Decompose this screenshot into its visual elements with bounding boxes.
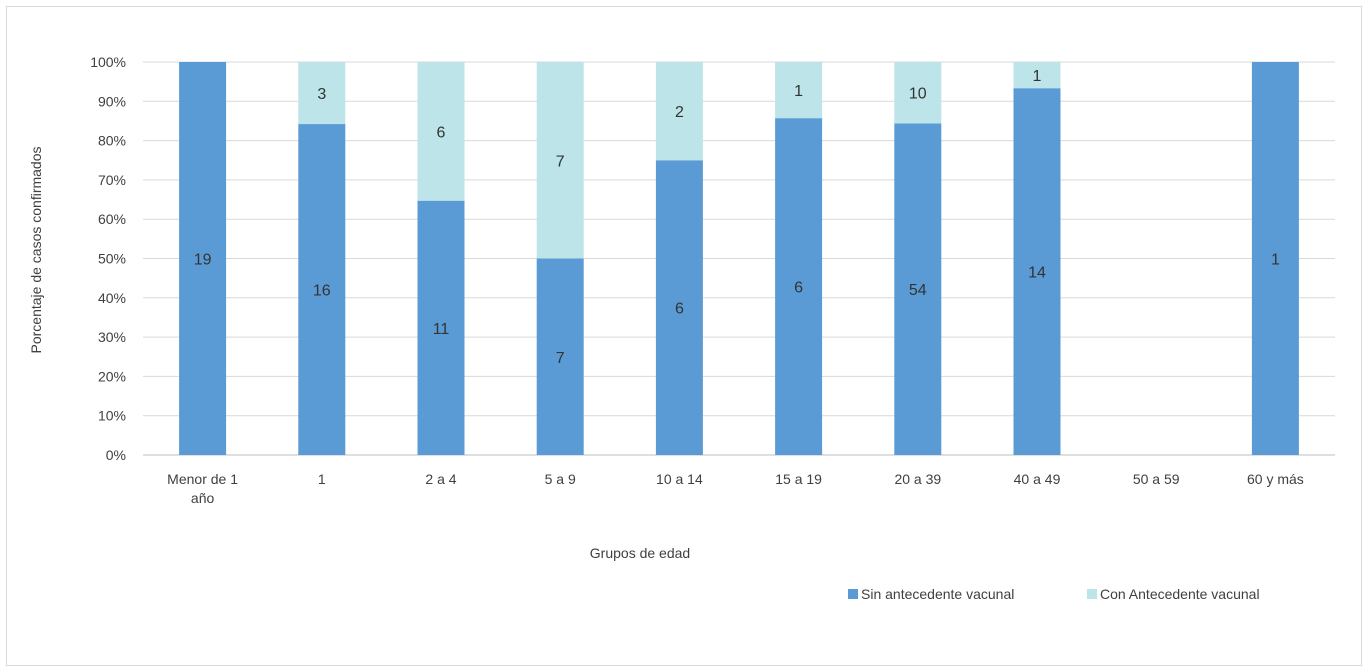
bar-segment (1251, 62, 1299, 455)
data-label: 1 (1271, 252, 1280, 269)
y-axis-title: Porcentaje de casos confirmados (28, 147, 44, 354)
data-label: 11 (433, 321, 450, 338)
data-label: 54 (909, 282, 927, 299)
y-tick-label: 20% (98, 368, 126, 384)
y-tick-label: 10% (98, 408, 126, 424)
data-label: 16 (313, 283, 331, 300)
x-axis-ticks: Menor de 1 año 1 2 a 4 5 a 9 10 a 14 15 a 19 20… (167, 471, 1304, 506)
y-tick-label: 0% (106, 447, 126, 463)
bar-segment (1013, 62, 1061, 89)
x-tick-label: 40 a 49 (1014, 471, 1061, 487)
bar-segment (775, 62, 823, 119)
legend-swatch (848, 589, 858, 599)
x-tick-label: 5 a 9 (545, 471, 576, 487)
bar-segment (894, 123, 942, 455)
x-tick-label: 1 (318, 471, 326, 487)
y-tick-label: 30% (98, 329, 126, 345)
y-tick-label: 50% (98, 251, 126, 267)
data-label: 6 (794, 280, 803, 297)
data-label: 14 (1028, 265, 1046, 282)
y-tick-label: 60% (98, 211, 126, 227)
bar-segment (536, 62, 584, 259)
stacked-bar-chart: 0%10%20%30%40%50%60%70%80%90%100% 191631… (28, 54, 1335, 602)
y-tick-label: 90% (98, 93, 126, 109)
y-tick-label: 80% (98, 133, 126, 149)
y-axis-ticks: 0% 10% 20% 30% 40% 50% 60% 70% 80% 90% 100% (90, 54, 126, 463)
bar-segment (298, 124, 346, 455)
x-tick-label: 20 a 39 (894, 471, 941, 487)
legend: Sin antecedente vacunal Con Antecedente v… (848, 586, 1260, 602)
legend-label: Sin antecedente vacunal (861, 586, 1014, 602)
legend-label: Con Antecedente vacunal (1100, 586, 1260, 602)
y-tick-label: 40% (98, 290, 126, 306)
x-axis-title: Grupos de edad (590, 545, 690, 561)
data-label: 19 (194, 252, 212, 269)
bar-segment (894, 62, 942, 124)
x-tick-label: 50 a 59 (1133, 471, 1180, 487)
x-tick-label: 60 y más (1247, 471, 1304, 487)
data-label: 7 (556, 350, 565, 367)
bar-segment (775, 118, 823, 456)
data-label: 10 (909, 86, 927, 103)
bar-segment (655, 160, 703, 455)
data-label: 6 (675, 301, 684, 318)
bar-segment (298, 62, 346, 125)
data-label: 3 (317, 86, 326, 103)
bars (179, 62, 1299, 456)
bar-segment (1013, 88, 1061, 455)
x-tick-label: 2 a 4 (425, 471, 456, 487)
data-label: 6 (437, 124, 446, 141)
bar-segment (179, 62, 227, 455)
data-label: 2 (675, 104, 684, 121)
bar-segment (655, 62, 703, 161)
x-tick-label: 10 a 14 (656, 471, 703, 487)
bar-segment (536, 258, 584, 455)
bar-segment (417, 200, 465, 455)
bar-segment (417, 62, 465, 201)
y-tick-label: 100% (90, 54, 126, 70)
y-tick-label: 70% (98, 172, 126, 188)
x-tick-label: año (191, 490, 215, 506)
data-label: 1 (794, 83, 803, 100)
x-tick-label: Menor de 1 (167, 471, 238, 487)
legend-swatch (1087, 589, 1097, 599)
data-label: 1 (1033, 68, 1042, 85)
x-tick-label: 15 a 19 (775, 471, 822, 487)
data-label: 7 (556, 153, 565, 170)
